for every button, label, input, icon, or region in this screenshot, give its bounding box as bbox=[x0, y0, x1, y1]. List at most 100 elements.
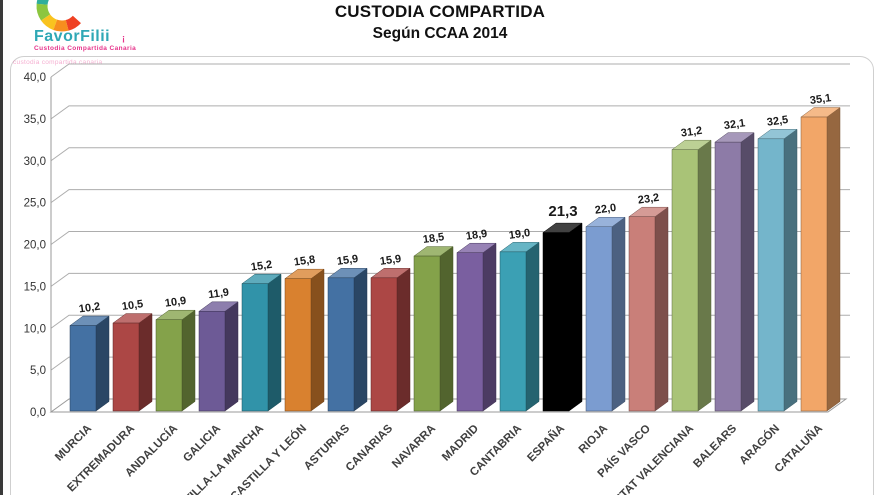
x-axis-category-label: NAVARRA bbox=[390, 423, 438, 471]
bar-value-label: 10,9 bbox=[164, 295, 187, 310]
bar-side-face bbox=[826, 107, 841, 412]
chart-title-line2: Según CCAA 2014 bbox=[372, 25, 508, 42]
bar-PAÍS VASCO bbox=[628, 206, 669, 412]
bar-side-face bbox=[310, 268, 325, 412]
bar-RIOJA bbox=[585, 216, 626, 412]
bar-side-face bbox=[224, 301, 239, 412]
x-axis-category-label: CASTILLA Y LEÓN bbox=[228, 422, 309, 495]
bar-MADRID bbox=[456, 242, 497, 412]
watermark-text: custodia compartida canaria bbox=[13, 59, 103, 66]
bar-front-face bbox=[542, 232, 570, 412]
bar-front-face bbox=[370, 277, 398, 412]
bar-front-face bbox=[112, 322, 140, 412]
bar-side-face bbox=[267, 273, 282, 412]
bar-front-face bbox=[800, 116, 828, 412]
chart-title: CUSTODIA COMPARTIDA Según CCAA 2014 bbox=[160, 2, 720, 43]
bar-NAVARRA bbox=[413, 246, 454, 412]
y-axis-tick-label: 0,0 bbox=[30, 407, 46, 419]
bar-value-label: 18,9 bbox=[465, 228, 488, 243]
bar-value-label: 21,3 bbox=[548, 203, 577, 220]
bar-front-face bbox=[714, 141, 742, 412]
bar-CASTILLA-LA MANCHA bbox=[241, 273, 282, 412]
gridline bbox=[50, 189, 850, 204]
bar-value-label: 32,5 bbox=[766, 114, 789, 129]
x-axis-category-label: BALEARS bbox=[691, 422, 739, 470]
x-axis-category-label: CANARIAS bbox=[344, 422, 396, 474]
bar-ASTURIAS bbox=[327, 267, 368, 412]
bar-value-label: 19,0 bbox=[508, 227, 531, 242]
logo-tagline: Custodia Compartida Canaria bbox=[34, 45, 137, 52]
x-axis-category-label: MADRID bbox=[440, 423, 481, 464]
favorfilii-logo: FavorFilii ¡ Custodia Compartida Canaria bbox=[10, 0, 210, 72]
bar-value-label: 22,0 bbox=[594, 202, 617, 217]
x-axis-category-label: ARAGÓN bbox=[737, 422, 782, 467]
bar-front-face bbox=[413, 255, 441, 412]
screenshot-left-border bbox=[0, 0, 3, 495]
bar-EXTREMADURA bbox=[112, 313, 153, 412]
bar-side-face bbox=[396, 267, 411, 412]
y-axis-tick-label: 5,0 bbox=[30, 365, 46, 377]
bar-CASTILLA Y LEÓN bbox=[284, 268, 325, 412]
bar-side-face bbox=[95, 315, 110, 412]
bar-side-face bbox=[611, 216, 626, 412]
bar-value-label: 10,2 bbox=[78, 301, 101, 316]
gridline bbox=[50, 63, 850, 78]
x-axis-category-label: MURCIA bbox=[53, 423, 94, 464]
bar-side-face bbox=[740, 132, 755, 412]
bar-value-label: 10,5 bbox=[121, 298, 144, 313]
bar-value-label: 23,2 bbox=[637, 192, 660, 207]
bar-ESPAÑA bbox=[542, 222, 583, 412]
bar-side-face bbox=[138, 313, 153, 412]
bar-front-face bbox=[757, 138, 785, 412]
bar-value-label: 15,9 bbox=[379, 253, 402, 268]
logo-brand-accent-mark: ¡ bbox=[122, 33, 125, 43]
x-axis-category-label: ESPAÑA bbox=[525, 422, 567, 464]
bar-value-label: 35,1 bbox=[809, 92, 832, 107]
logo-c-swirl-icon bbox=[36, 0, 81, 32]
bar-COMUNITAT VALENCIANA bbox=[671, 139, 712, 412]
y-axis-tick-label: 20,0 bbox=[24, 240, 46, 252]
bar-side-face bbox=[482, 242, 497, 412]
bar-side-face bbox=[783, 128, 798, 412]
bar-value-label: 15,8 bbox=[293, 254, 316, 269]
bar-value-label: 31,2 bbox=[680, 125, 703, 140]
y-axis-tick-label: 30,0 bbox=[24, 156, 46, 168]
y-axis-tick-label: 40,0 bbox=[24, 72, 46, 84]
bar-side-face bbox=[525, 241, 540, 412]
bar-ANDALUCÍA bbox=[155, 309, 196, 412]
bar-front-face bbox=[628, 216, 656, 412]
bar-CANTABRIA bbox=[499, 241, 540, 412]
bar-side-face bbox=[181, 309, 196, 412]
bar-ARAGÓN bbox=[757, 128, 798, 412]
y-axis-tick-label: 35,0 bbox=[24, 114, 46, 126]
bar-CANARIAS bbox=[370, 267, 411, 412]
bar-front-face bbox=[327, 277, 355, 412]
bar-front-face bbox=[155, 319, 183, 412]
chart-title-line1: CUSTODIA COMPARTIDA bbox=[334, 2, 546, 21]
bar-side-face bbox=[568, 222, 583, 412]
bar-front-face bbox=[499, 251, 527, 412]
bar-side-face bbox=[654, 206, 669, 412]
gridline bbox=[50, 147, 850, 162]
bar-MURCIA bbox=[69, 315, 110, 412]
bar-value-label: 15,9 bbox=[336, 253, 359, 268]
bar-BALEARS bbox=[714, 132, 755, 412]
y-axis-tick-label: 15,0 bbox=[24, 281, 46, 293]
bar-front-face bbox=[671, 149, 699, 412]
y-axis-tick-label: 10,0 bbox=[24, 323, 46, 335]
x-axis-category-label: GALICIA bbox=[181, 423, 223, 465]
bar-value-label: 18,5 bbox=[422, 231, 445, 246]
bar-front-face bbox=[69, 325, 97, 412]
gridline bbox=[50, 105, 850, 120]
x-axis-category-label: RIOJA bbox=[577, 423, 610, 456]
bar-side-face bbox=[353, 267, 368, 412]
bar-side-face bbox=[439, 246, 454, 412]
y-axis-tick-label: 25,0 bbox=[24, 198, 46, 210]
bar-GALICIA bbox=[198, 301, 239, 412]
bar-front-face bbox=[198, 311, 226, 412]
bar-side-face bbox=[697, 139, 712, 412]
bar-CATALUÑA bbox=[800, 107, 841, 412]
bar-front-face bbox=[585, 226, 613, 412]
